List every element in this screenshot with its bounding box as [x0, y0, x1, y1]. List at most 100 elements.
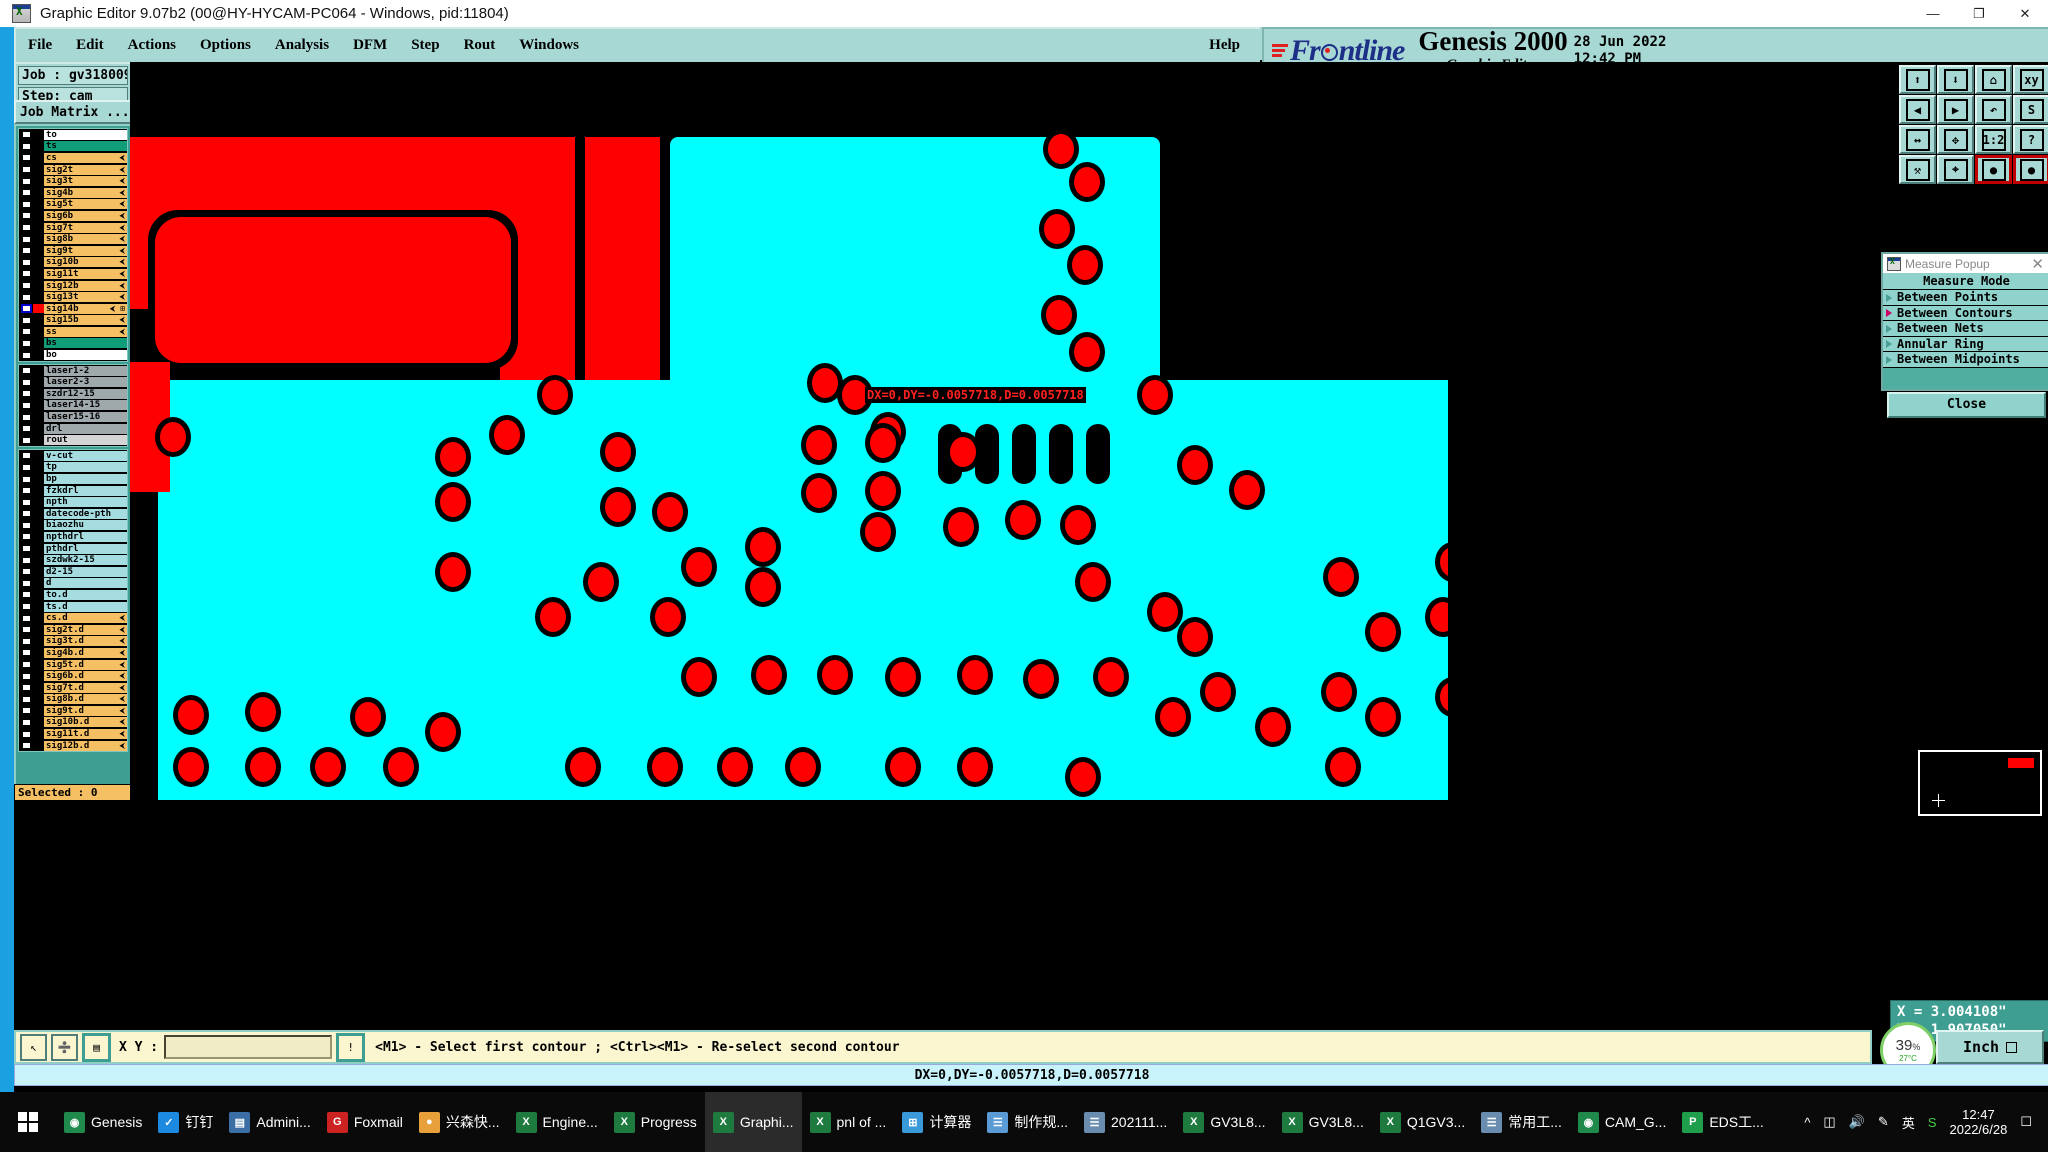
- layer-color-swatch[interactable]: [33, 555, 44, 565]
- layer-visibility-checkbox[interactable]: [21, 338, 32, 348]
- layer-name-label[interactable]: sig10b.d ⮜: [44, 717, 127, 728]
- layer-color-swatch[interactable]: [33, 578, 44, 588]
- layer-row[interactable]: sig9t.d ⮜: [19, 705, 127, 717]
- layer-name-label[interactable]: drl: [44, 423, 127, 434]
- layer-row[interactable]: sig4b ⮜: [19, 186, 127, 199]
- layer-name-label[interactable]: cs ⮜: [44, 152, 127, 163]
- toolbar-button-8[interactable]: ↔: [1899, 125, 1936, 154]
- layer-name-label[interactable]: sig3t ⮜: [44, 176, 127, 187]
- layer-color-swatch[interactable]: [33, 188, 44, 198]
- measure-option[interactable]: Between Midpoints: [1883, 352, 2048, 368]
- layer-row[interactable]: npth: [19, 496, 127, 508]
- layer-color-swatch[interactable]: [33, 165, 44, 175]
- taskbar-item[interactable]: X Q1GV3...: [1372, 1092, 1473, 1152]
- measure-option[interactable]: Between Points: [1883, 290, 2048, 306]
- layer-color-swatch[interactable]: [33, 315, 44, 325]
- layer-row[interactable]: biaozhu: [19, 519, 127, 532]
- layer-visibility-checkbox[interactable]: [21, 188, 32, 198]
- layer-row[interactable]: sig14b ⮜ ⊞: [19, 302, 127, 315]
- layer-row[interactable]: sig2t ⮜: [19, 163, 127, 176]
- layer-color-swatch[interactable]: [33, 671, 44, 681]
- alert-button[interactable]: !: [336, 1032, 366, 1062]
- close-button[interactable]: ✕: [2019, 5, 2031, 21]
- layer-row[interactable]: sig11t ⮜: [19, 268, 127, 280]
- layer-name-label[interactable]: sig6b.d ⮜: [44, 671, 127, 682]
- layer-name-label[interactable]: sig12b.d ⮜: [44, 740, 127, 751]
- layer-color-swatch[interactable]: [33, 567, 44, 577]
- navigator-preview[interactable]: [1918, 750, 2042, 816]
- layer-color-swatch[interactable]: [33, 130, 44, 140]
- layer-color-swatch[interactable]: [33, 281, 44, 291]
- graphic-canvas[interactable]: DX=0,DY=-0.0057718,D=0.0057718: [130, 62, 1448, 800]
- layer-color-swatch[interactable]: [33, 729, 44, 739]
- layer-name-label[interactable]: laser2-3: [44, 377, 127, 388]
- layer-name-label[interactable]: sig3t.d ⮜: [44, 636, 127, 647]
- layer-row[interactable]: datecode-pth: [19, 508, 127, 520]
- layer-row[interactable]: bs: [19, 337, 127, 350]
- taskbar-item[interactable]: ◉ Genesis: [56, 1092, 150, 1152]
- layer-visibility-checkbox[interactable]: [21, 602, 32, 612]
- layer-visibility-checkbox[interactable]: [21, 141, 32, 151]
- layer-name-label[interactable]: sig13t ⮜: [44, 292, 127, 303]
- taskbar-item[interactable]: ◉ CAM_G...: [1570, 1092, 1674, 1152]
- layer-color-swatch[interactable]: [33, 234, 44, 244]
- toolbar-button-4[interactable]: ◀: [1899, 95, 1936, 124]
- taskbar-item[interactable]: ☰ 制作规...: [979, 1092, 1076, 1152]
- tray-ime-icon[interactable]: 英: [1901, 1115, 1915, 1131]
- layer-name-label[interactable]: laser14-15: [44, 400, 127, 411]
- layer-name-label[interactable]: cs.d ⮜: [44, 613, 127, 624]
- layer-name-label[interactable]: d: [44, 578, 127, 589]
- layer-row[interactable]: szdwk2-15: [19, 554, 127, 566]
- layer-visibility-checkbox[interactable]: [21, 660, 32, 670]
- toolbar-button-3[interactable]: xy: [2013, 65, 2048, 94]
- taskbar-item[interactable]: ✓ 钉钉: [150, 1092, 221, 1152]
- layer-name-label[interactable]: sig7t ⮜: [44, 222, 127, 233]
- layer-row[interactable]: laser14-15: [19, 399, 127, 412]
- layer-color-swatch[interactable]: [33, 141, 44, 151]
- layer-color-swatch[interactable]: [33, 292, 44, 302]
- layer-row[interactable]: sig12b.d ⮜: [19, 739, 127, 752]
- layer-row[interactable]: d2-15: [19, 565, 127, 578]
- layer-visibility-checkbox[interactable]: [21, 683, 32, 693]
- layer-list-panel[interactable]: to ts cs ⮜ sig2t ⮜ sig3t ⮜ sig4b ⮜ sig5t ⮜ sig6b ⮜ sig…: [14, 124, 132, 786]
- layer-name-label[interactable]: laser1-2: [44, 365, 127, 376]
- layer-visibility-checkbox[interactable]: [21, 211, 32, 221]
- menu-step[interactable]: Step: [411, 37, 440, 53]
- toolbar-button-9[interactable]: ✥: [1937, 125, 1974, 154]
- layer-visibility-checkbox[interactable]: [21, 451, 32, 461]
- layer-visibility-checkbox[interactable]: [21, 741, 32, 751]
- layer-visibility-checkbox[interactable]: [21, 474, 32, 484]
- menu-actions[interactable]: Actions: [127, 37, 177, 53]
- layer-visibility-checkbox[interactable]: [21, 520, 32, 530]
- layer-name-label[interactable]: sig5t.d ⮜: [44, 659, 127, 670]
- menu-options[interactable]: Options: [200, 37, 251, 53]
- layer-row[interactable]: sig4b.d ⮜: [19, 647, 127, 659]
- menu-analysis[interactable]: Analysis: [274, 37, 330, 53]
- layer-color-swatch[interactable]: [33, 544, 44, 554]
- layer-visibility-checkbox[interactable]: [21, 729, 32, 739]
- layer-visibility-checkbox[interactable]: [21, 486, 32, 496]
- pointer-tool-button[interactable]: ↖: [20, 1033, 47, 1061]
- layer-row[interactable]: laser2-3: [19, 376, 127, 389]
- layer-row[interactable]: laser1-2: [19, 364, 127, 377]
- layer-row[interactable]: laser15-16: [19, 411, 127, 423]
- layer-color-swatch[interactable]: [33, 462, 44, 472]
- layer-visibility-checkbox[interactable]: [21, 636, 32, 646]
- layer-visibility-checkbox[interactable]: [21, 462, 32, 472]
- tray-pen-icon[interactable]: ✎: [1877, 1114, 1889, 1129]
- layer-color-swatch[interactable]: [33, 602, 44, 612]
- layer-color-swatch[interactable]: [33, 590, 44, 600]
- layer-color-swatch[interactable]: [33, 636, 44, 646]
- layer-visibility-checkbox[interactable]: [21, 153, 32, 163]
- layer-name-label[interactable]: pthdrl: [44, 543, 127, 554]
- layer-color-swatch[interactable]: [33, 741, 44, 751]
- layer-visibility-checkbox[interactable]: [21, 509, 32, 519]
- layer-name-label[interactable]: laser15-16: [44, 412, 127, 423]
- layer-color-swatch[interactable]: [33, 350, 44, 360]
- layer-visibility-checkbox[interactable]: [21, 555, 32, 565]
- tray-chevron-icon[interactable]: ^: [1804, 1114, 1811, 1130]
- layer-name-label[interactable]: ts: [44, 141, 127, 152]
- layer-name-label[interactable]: sig6b ⮜: [44, 210, 127, 221]
- taskbar-item[interactable]: X GV3L8...: [1175, 1092, 1273, 1152]
- maximize-button[interactable]: ❐: [1973, 5, 1985, 21]
